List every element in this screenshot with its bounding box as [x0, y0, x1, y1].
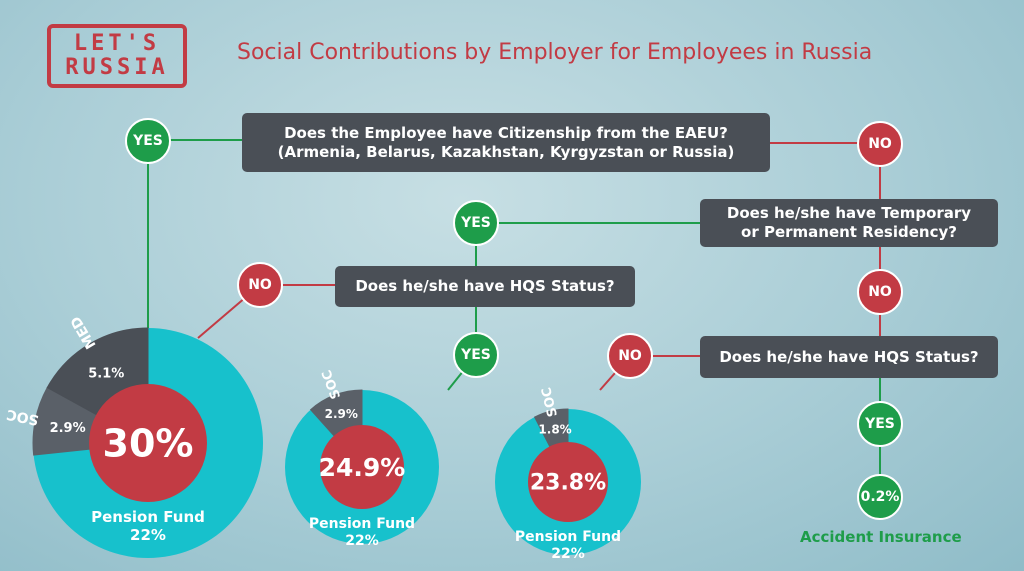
- total-contribution-value: 24.9%: [319, 453, 406, 482]
- pension-fund-label: Pension Fund: [309, 516, 415, 532]
- slice-name-label: SOC: [539, 386, 561, 419]
- yes-badge: YES: [453, 200, 499, 246]
- no-badge: NO: [857, 269, 903, 315]
- pension-fund-value: 22%: [130, 526, 166, 544]
- slice-name-label: SOC: [5, 406, 40, 428]
- question-hqs-status: Does he/she have HQS Status?: [335, 266, 635, 307]
- no-badge: NO: [857, 121, 903, 167]
- question-line: Does the Employee have Citizenship from …: [284, 123, 728, 142]
- question-line: (Armenia, Belarus, Kazakhstan, Kyrgyzsta…: [277, 142, 735, 161]
- question-residency: Does he/she have Temporary or Permanent …: [700, 199, 998, 247]
- accident-insurance-value: 0.2%: [857, 474, 903, 520]
- pension-fund-label: Pension Fund: [91, 508, 205, 526]
- question-line: or Permanent Residency?: [741, 223, 957, 241]
- question-hqs-status-2: Does he/she have HQS Status?: [700, 336, 998, 378]
- total-contribution-circle: [89, 384, 207, 502]
- no-badge: NO: [607, 333, 653, 379]
- pension-fund-value: 22%: [551, 546, 585, 562]
- slice-name-label: SOC: [320, 368, 345, 401]
- accident-insurance-label: Accident Insurance: [800, 528, 962, 546]
- slice-value-label: 5.1%: [88, 366, 124, 381]
- pension-fund-value: 22%: [345, 533, 379, 549]
- logo-line-1: LET'S: [73, 31, 161, 56]
- slice-value-label: 2.9%: [325, 407, 358, 421]
- yes-badge: YES: [453, 332, 499, 378]
- question-line: Does he/she have HQS Status?: [355, 277, 615, 295]
- brand-logo: LET'S RUSSIA: [47, 24, 187, 88]
- total-contribution-value: 30%: [103, 421, 194, 465]
- total-contribution-value: 23.8%: [530, 471, 606, 496]
- slice-value-label: 1.8%: [538, 423, 571, 437]
- no-badge: NO: [237, 262, 283, 308]
- question-eaeu-citizenship: Does the Employee have Citizenship from …: [242, 113, 770, 172]
- question-line: Does he/she have Temporary: [726, 204, 972, 222]
- logo-line-2: RUSSIA: [65, 55, 169, 80]
- question-line: Does he/she have HQS Status?: [719, 347, 979, 366]
- yes-badge: YES: [125, 118, 171, 164]
- slice-value-label: 2.9%: [50, 421, 86, 436]
- total-contribution-circle: [528, 442, 608, 522]
- yes-badge: YES: [857, 401, 903, 447]
- slice-name-label: MED: [68, 313, 100, 351]
- total-contribution-circle: [320, 425, 404, 509]
- pension-fund-label: Pension Fund: [515, 529, 621, 545]
- page-title: Social Contributions by Employer for Emp…: [237, 40, 873, 65]
